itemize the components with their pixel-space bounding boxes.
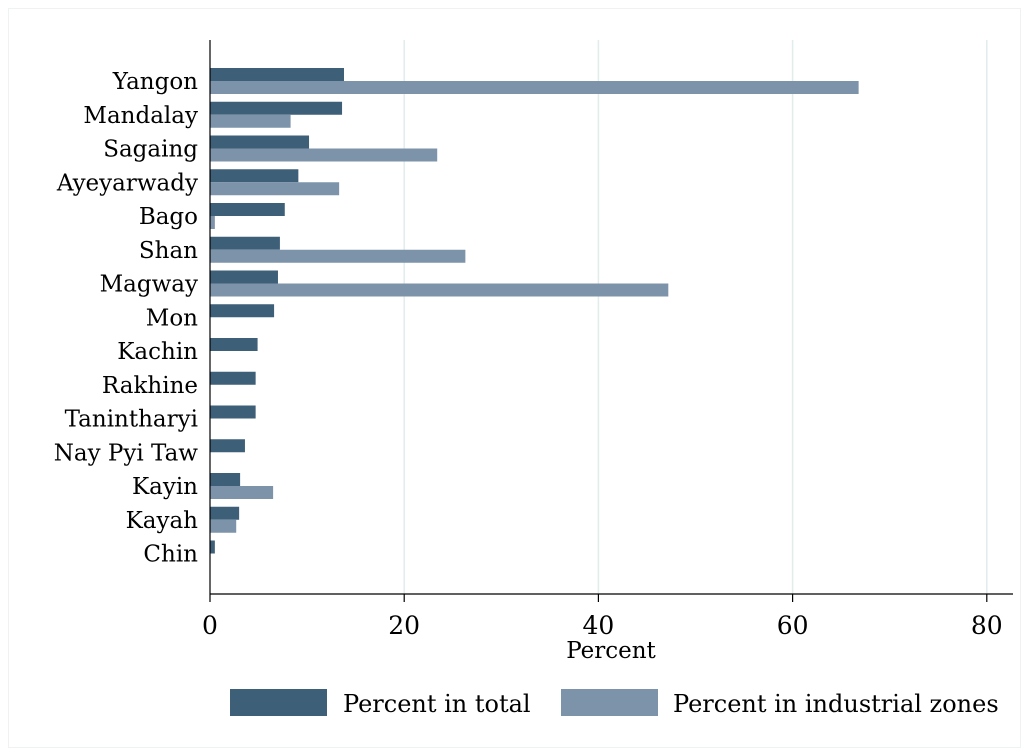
x-ticks: 0 20 40 60 80 [202, 594, 1003, 640]
bar-industrial [210, 486, 274, 499]
category-label: Yangon [112, 69, 198, 95]
bars [210, 68, 859, 554]
bar-total [210, 540, 215, 554]
bar-total [210, 473, 241, 486]
x-tick-label: 80 [971, 611, 1003, 640]
x-tick-label: 40 [582, 611, 614, 640]
category-label: Chin [143, 542, 198, 568]
legend-swatch-industrial [561, 689, 658, 716]
category-label: Mon [146, 305, 198, 331]
chart-frame [8, 8, 1021, 748]
x-axis-title: Percent [566, 638, 656, 664]
x-tick-label: 60 [777, 611, 809, 640]
bar-total [210, 135, 310, 149]
category-label: Bago [139, 204, 198, 230]
bar-industrial [210, 216, 215, 229]
bar-industrial [210, 519, 237, 533]
axes [209, 40, 1013, 595]
category-label: Shan [139, 238, 198, 264]
category-label: Mandalay [83, 103, 198, 129]
category-label: Kachin [117, 339, 198, 365]
bar-total [210, 270, 278, 284]
bar-industrial [210, 148, 438, 162]
bar-total [210, 304, 275, 318]
bar-total [210, 371, 256, 385]
bar-total [210, 338, 258, 351]
bar-total [210, 68, 344, 81]
category-label: Kayin [132, 474, 198, 500]
legend-label-total: Percent in total [343, 690, 531, 718]
bar-total [210, 506, 240, 520]
gridlines [403, 40, 988, 594]
bar-total [210, 203, 285, 216]
category-label: Kayah [126, 508, 199, 534]
bar-total [210, 101, 343, 115]
bar-industrial [210, 283, 669, 297]
bar-total [210, 169, 299, 183]
bar-industrial [210, 182, 340, 196]
legend-swatch-total [230, 689, 327, 716]
legend: Percent in total Percent in industrial z… [230, 689, 999, 718]
bar-industrial [210, 114, 291, 128]
category-label: Tanintharyi [65, 407, 198, 433]
x-tick-label: 20 [388, 611, 420, 640]
bar-total [210, 439, 245, 453]
category-label: Magway [100, 272, 198, 298]
bar-total [210, 236, 280, 250]
category-labels: Yangon Mandalay Sagaing Ayeyarwady Bago Shan M… [54, 69, 199, 568]
category-label: Ayeyarwady [56, 170, 198, 196]
category-label: Sagaing [103, 137, 198, 163]
bar-industrial [210, 81, 859, 94]
category-label: Rakhine [102, 373, 198, 399]
x-tick-label: 0 [202, 611, 218, 640]
legend-label-industrial: Percent in industrial zones [673, 690, 999, 718]
bar-industrial [210, 249, 466, 263]
bar-total [210, 405, 256, 419]
category-label: Nay Pyi Taw [54, 440, 199, 466]
